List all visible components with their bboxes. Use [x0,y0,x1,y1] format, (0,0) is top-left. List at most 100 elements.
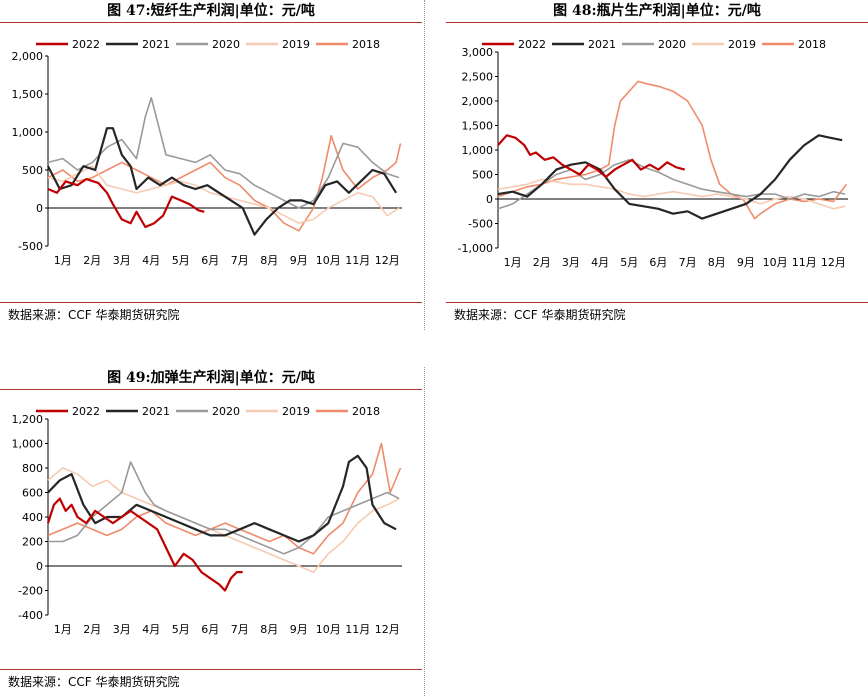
chart-panel-48: 图 48:瓶片生产利润|单位：元/吨 2022 2021 2020 2019 2018 3… [446,0,868,330]
y-tick-label: 400 [22,511,43,524]
series-line-2020 [47,97,400,209]
x-tick-label: 9月 [290,254,308,267]
x-tick-label: 7月 [231,623,249,636]
y-tick-label: 3,000 [462,46,494,59]
legend-label-2020: 2020 [658,38,686,51]
y-tick-label: 200 [22,536,43,549]
x-tick-label: 8月 [260,623,278,636]
x-tick-label: 3月 [113,254,131,267]
series-line-2022 [47,178,205,229]
y-tick-label: 600 [22,487,43,500]
x-tick-label: 2月 [83,254,101,267]
source-note: 数据来源：CCF 华泰期货研究院 [454,308,626,322]
x-tick-label: 11月 [345,623,370,636]
y-tick-label: 1,200 [12,413,44,426]
y-tick-label: 2,000 [462,95,494,108]
series-line-2022 [46,497,243,592]
chart-title: 图 48:瓶片生产利润|单位：元/吨 [553,3,761,19]
line-chart-bottle-chip-profit: 2022 2021 2020 2019 2018 3,000 2,500 2,000 1,500… [458,38,848,269]
series-line-2020 [497,159,846,210]
y-tick-label: 0 [36,202,43,215]
x-tick-label: 11月 [345,254,370,267]
x-tick-label: 12月 [821,256,846,269]
chart-panel-47: 图 47:短纤生产利润|单位：元/吨 2022 2021 2020 2019 2018 2… [0,0,422,330]
x-tick-label: 10月 [763,256,788,269]
x-tick-label: 4月 [142,254,160,267]
x-tick-label: 11月 [792,256,817,269]
y-tick-label: -200 [18,585,43,598]
panel-divider [424,367,425,696]
title-rule [446,22,868,23]
source-note: 数据来源：CCF 华泰期货研究院 [8,675,180,689]
legend-label-2020: 2020 [212,38,240,51]
series-line-2019 [497,178,846,210]
y-tick-label: 0 [486,193,493,206]
line-chart-short-fiber-profit: 2022 2021 2020 2019 2018 2,000 1,500 1,000 500 0 -… [12,38,402,267]
x-tick-label: 7月 [231,254,249,267]
legend-label-2020: 2020 [212,405,240,418]
series-line-2018 [47,135,402,232]
x-tick-label: 4月 [591,256,609,269]
legend-label-2019: 2019 [728,38,756,51]
x-tick-label: 5月 [620,256,638,269]
x-tick-label: 8月 [260,254,278,267]
x-tick-label: 6月 [201,623,219,636]
y-tick-label: 1,500 [12,88,44,101]
x-tick-label: 12月 [375,623,400,636]
y-tick-label: 0 [36,560,43,573]
y-tick-label: 500 [22,164,43,177]
source-rule [0,302,422,303]
x-tick-label: 1月 [54,254,72,267]
legend-label-2021: 2021 [142,38,170,51]
source-rule [446,302,868,303]
legend-label-2019: 2019 [282,38,310,51]
y-tick-label: -1,000 [458,242,493,255]
x-tick-label: 7月 [679,256,697,269]
x-tick-label: 4月 [142,623,160,636]
legend-label-2022: 2022 [72,405,100,418]
x-tick-label: 6月 [201,254,219,267]
y-tick-label: 1,000 [462,144,494,157]
series-line-2018 [47,442,402,555]
y-tick-label: 1,500 [462,120,494,133]
legend-label-2018: 2018 [798,38,826,51]
y-tick-label: 500 [472,169,493,182]
legend-label-2021: 2021 [142,405,170,418]
legend-label-2019: 2019 [282,405,310,418]
series-line-2021 [47,127,398,236]
series-line-2021 [47,454,397,543]
legend-label-2018: 2018 [352,405,380,418]
x-tick-label: 5月 [172,623,190,636]
legend-label-2018: 2018 [352,38,380,51]
x-tick-label: 9月 [290,623,308,636]
source-note: 数据来源：CCF 华泰期货研究院 [8,308,180,322]
chart-title: 图 49:加弹生产利润|单位：元/吨 [107,370,315,386]
chart-title: 图 47:短纤生产利润|单位：元/吨 [107,3,315,19]
line-chart-texturing-profit: 2022 2021 2020 2019 2018 1,200 1,000 800 600 400 2… [12,405,402,636]
source-rule [0,669,422,670]
x-tick-label: 3月 [562,256,580,269]
x-tick-label: 8月 [708,256,726,269]
y-tick-label: -500 [468,218,493,231]
y-tick-label: -500 [18,240,43,253]
y-tick-label: 2,500 [462,71,494,84]
series-line-2021 [497,134,843,220]
y-tick-label: 1,000 [12,438,44,451]
x-tick-label: 9月 [737,256,755,269]
x-tick-label: 1月 [54,623,72,636]
y-tick-label: 1,000 [12,126,44,139]
panel-divider [424,0,425,330]
legend-label-2021: 2021 [588,38,616,51]
x-tick-label: 1月 [504,256,522,269]
title-rule [0,389,422,390]
x-tick-label: 12月 [375,254,400,267]
x-tick-label: 6月 [649,256,667,269]
x-tick-label: 2月 [83,623,101,636]
x-tick-label: 5月 [172,254,190,267]
y-tick-label: 2,000 [12,50,44,63]
x-tick-label: 10月 [316,623,341,636]
chart-panel-49: 图 49:加弹生产利润|单位：元/吨 2022 2021 2020 2019 2018 1… [0,367,422,696]
y-tick-label: 800 [22,462,43,475]
series-line-2020 [48,461,400,555]
series-line-2018 [497,80,848,220]
